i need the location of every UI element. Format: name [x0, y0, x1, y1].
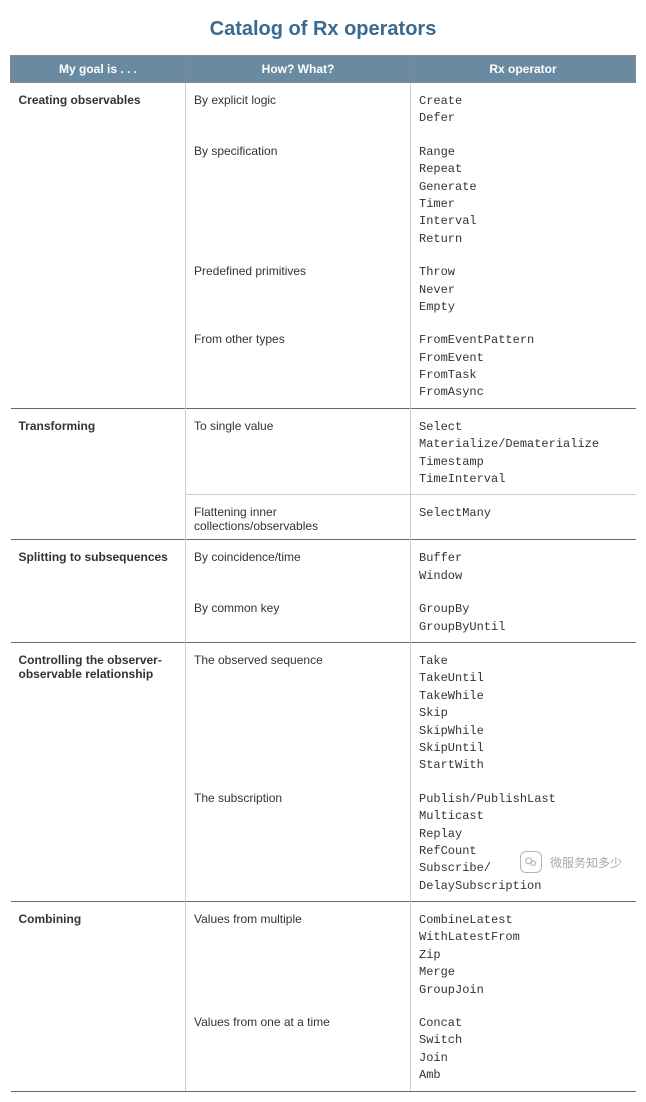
goal-cell	[11, 1005, 186, 1091]
table-row: Splitting to subsequencesBy coincidence/…	[11, 540, 636, 591]
table-header-row: My goal is . . . How? What? Rx operator	[11, 56, 636, 83]
ops-cell: SelectMany	[411, 495, 636, 540]
how-cell: To single value	[186, 408, 411, 495]
table-row: By specificationRangeRepeatGenerateTimer…	[11, 134, 636, 254]
how-cell: By common key	[186, 591, 411, 642]
goal-cell	[11, 254, 186, 322]
how-cell: Predefined primitives	[186, 254, 411, 322]
table-row: From other typesFromEventPatternFromEven…	[11, 322, 636, 408]
ops-cell: SelectMaterialize/DematerializeTimestamp…	[411, 408, 636, 495]
goal-cell: Splitting to subsequences	[11, 540, 186, 591]
col-how: How? What?	[186, 56, 411, 83]
how-cell: From other types	[186, 322, 411, 408]
how-cell: By specification	[186, 134, 411, 254]
ops-cell: ConcatSwitchJoinAmb	[411, 1005, 636, 1091]
how-cell: By coincidence/time	[186, 540, 411, 591]
how-cell: By explicit logic	[186, 83, 411, 134]
ops-cell: GroupByGroupByUntil	[411, 591, 636, 642]
table-row: Controlling the observer-observable rela…	[11, 642, 636, 780]
how-cell: The observed sequence	[186, 642, 411, 780]
wechat-icon	[520, 851, 542, 873]
goal-cell	[11, 134, 186, 254]
goal-cell: Creating observables	[11, 83, 186, 134]
catalog-table: My goal is . . . How? What? Rx operator …	[10, 55, 636, 1092]
col-operator: Rx operator	[411, 56, 636, 83]
watermark-text: 微服务知多少	[550, 854, 622, 871]
goal-cell	[11, 495, 186, 540]
ops-cell: Publish/PublishLastMulticastReplayRefCou…	[411, 781, 636, 902]
ops-cell: CombineLatestWithLatestFromZipMergeGroup…	[411, 902, 636, 1005]
table-row: Predefined primitivesThrowNeverEmpty	[11, 254, 636, 322]
watermark: 微服务知多少	[520, 851, 622, 873]
table-row: TransformingTo single valueSelectMateria…	[11, 408, 636, 495]
ops-cell: FromEventPatternFromEventFromTaskFromAsy…	[411, 322, 636, 408]
how-cell: Flattening inner collections/observables	[186, 495, 411, 540]
ops-cell: RangeRepeatGenerateTimerIntervalReturn	[411, 134, 636, 254]
goal-cell: Combining	[11, 902, 186, 1005]
ops-cell: BufferWindow	[411, 540, 636, 591]
col-goal: My goal is . . .	[11, 56, 186, 83]
table-row: The subscriptionPublish/PublishLastMulti…	[11, 781, 636, 902]
ops-cell: TakeTakeUntilTakeWhileSkipSkipWhileSkipU…	[411, 642, 636, 780]
page-title: Catalog of Rx operators	[10, 18, 636, 41]
how-cell: Values from one at a time	[186, 1005, 411, 1091]
table-row: Flattening inner collections/observables…	[11, 495, 636, 540]
goal-cell: Controlling the observer-observable rela…	[11, 642, 186, 780]
goal-cell	[11, 781, 186, 902]
table-row: CombiningValues from multipleCombineLate…	[11, 902, 636, 1005]
ops-cell: ThrowNeverEmpty	[411, 254, 636, 322]
goal-cell	[11, 591, 186, 642]
goal-cell	[11, 322, 186, 408]
table-row: By common keyGroupByGroupByUntil	[11, 591, 636, 642]
ops-cell: CreateDefer	[411, 83, 636, 134]
how-cell: Values from multiple	[186, 902, 411, 1005]
table-row: Creating observablesBy explicit logicCre…	[11, 83, 636, 134]
how-cell: The subscription	[186, 781, 411, 902]
table-row: Values from one at a timeConcatSwitchJoi…	[11, 1005, 636, 1091]
goal-cell: Transforming	[11, 408, 186, 495]
